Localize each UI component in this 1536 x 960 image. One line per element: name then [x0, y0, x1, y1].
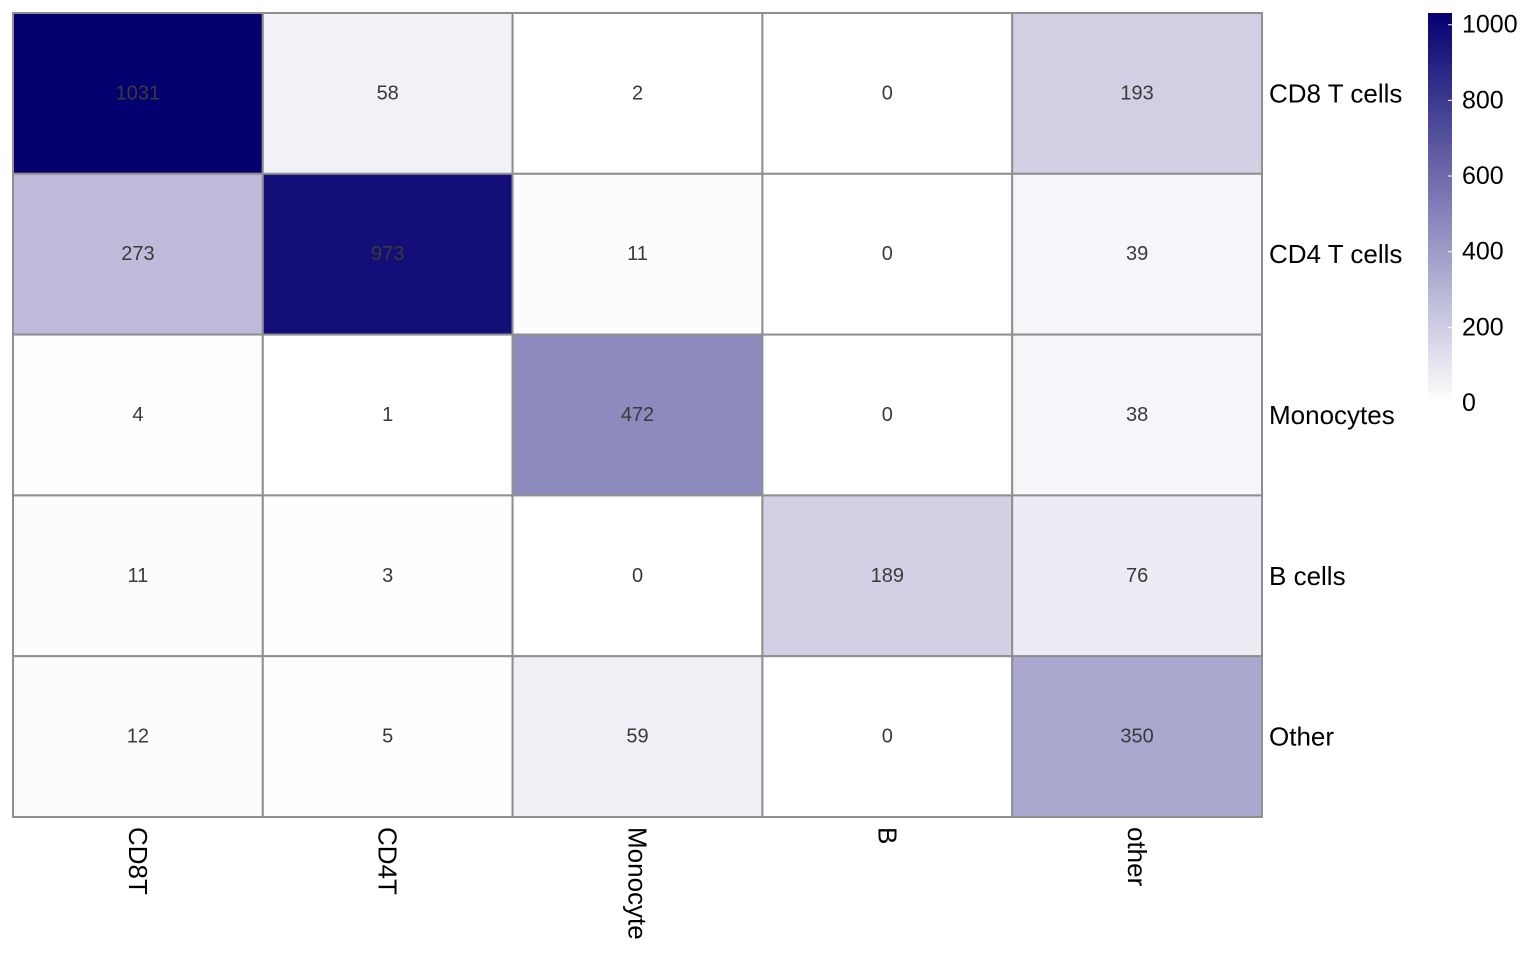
cell-value-label: 0 [632, 565, 643, 587]
row-label-cd4-t-cells: CD4 T cells [1269, 239, 1402, 269]
cell-value-label: 39 [1126, 243, 1148, 265]
cell-value-label: 1031 [116, 82, 161, 104]
heatmap-cell-cd8-t-cells-b [761, 12, 1014, 175]
color-legend: 0 200 400 600 800 1000 [1428, 11, 1518, 417]
heatmap-cell-cd8-t-cells-cd8t [12, 12, 264, 175]
heatmap-cell-other-cd4t [261, 655, 514, 819]
column-label-other: other [1122, 827, 1152, 887]
heatmap-cell-monocytes-b [761, 333, 1014, 497]
heatmap-cell-b-cells-cd4t [261, 494, 514, 658]
legend-tick-label: 1000 [1462, 11, 1518, 39]
column-label-monocyte: Monocyte [623, 827, 653, 940]
heatmap-cell-b-cells-b [761, 494, 1014, 658]
heatmap-cell-b-cells-other [1011, 494, 1264, 658]
heatmap-cell-cd8-t-cells-other [1011, 12, 1264, 175]
column-label-cd8t: CD8T [123, 827, 153, 895]
cell-value-label: 12 [127, 726, 149, 748]
cell-value-label: 2 [632, 82, 643, 104]
cell-value-label: 59 [626, 726, 648, 748]
cell-value-label: 0 [882, 82, 893, 104]
heatmap-cells: 1031 58 2 0 193 273 973 11 0 39 4 1 472 0 38 11 3 0 189 76 1… [12, 12, 1264, 819]
row-label-other: Other [1269, 722, 1334, 752]
legend-tick-label: 0 [1462, 389, 1476, 417]
legend-tick-label: 600 [1462, 162, 1504, 190]
cell-value-label: 189 [871, 565, 904, 587]
cell-value-label: 973 [371, 243, 404, 265]
cell-value-label: 3 [382, 565, 393, 587]
cell-value-label: 350 [1120, 726, 1153, 748]
heatmap-cell-other-monocyte [511, 655, 764, 819]
heatmap-cell-b-cells-cd8t [12, 494, 264, 658]
heatmap-cell-b-cells-monocyte [511, 494, 764, 658]
cell-value-label: 38 [1126, 404, 1148, 426]
row-label-b-cells: B cells [1269, 561, 1346, 591]
legend-tick-label: 800 [1462, 86, 1504, 114]
heatmap-cell-monocytes-cd4t [261, 333, 514, 497]
cell-value-label: 4 [132, 404, 143, 426]
row-label-monocytes: Monocytes [1269, 400, 1395, 430]
cell-value-label: 472 [621, 404, 654, 426]
row-label-cd8-t-cells: CD8 T cells [1269, 78, 1402, 108]
cell-value-label: 58 [377, 82, 399, 104]
cell-value-label: 193 [1120, 82, 1153, 104]
heatmap-cell-monocytes-other [1011, 333, 1264, 497]
heatmap-cell-cd4-t-cells-other [1011, 172, 1264, 336]
heatmap-cell-other-other [1011, 655, 1264, 819]
cell-value-label: 1 [382, 404, 393, 426]
cell-value-label: 0 [882, 404, 893, 426]
heatmap-cell-other-cd8t [12, 655, 264, 819]
heatmap-cell-cd8-t-cells-cd4t [261, 12, 514, 175]
cell-value-label: 273 [121, 243, 154, 265]
legend-color-bar [1428, 13, 1452, 403]
legend-tick-label: 200 [1462, 313, 1504, 341]
cell-value-label: 5 [382, 726, 393, 748]
legend-tick-label: 400 [1462, 238, 1504, 266]
cell-value-label: 11 [627, 243, 648, 265]
column-label-cd4t: CD4T [373, 827, 403, 895]
heatmap-cell-monocytes-monocyte [511, 333, 764, 497]
row-labels: CD8 T cells CD4 T cells Monocytes B cells Ot… [1269, 78, 1402, 751]
cell-value-label: 11 [128, 565, 149, 587]
heatmap-cell-cd4-t-cells-monocyte [511, 172, 764, 336]
heatmap-cell-cd4-t-cells-cd8t [12, 172, 264, 336]
cell-value-label: 0 [882, 243, 893, 265]
cell-value-label: 0 [882, 726, 893, 748]
heatmap-cell-cd8-t-cells-monocyte [511, 12, 764, 175]
cell-value-label: 76 [1126, 565, 1148, 587]
column-label-b: B [872, 827, 902, 844]
